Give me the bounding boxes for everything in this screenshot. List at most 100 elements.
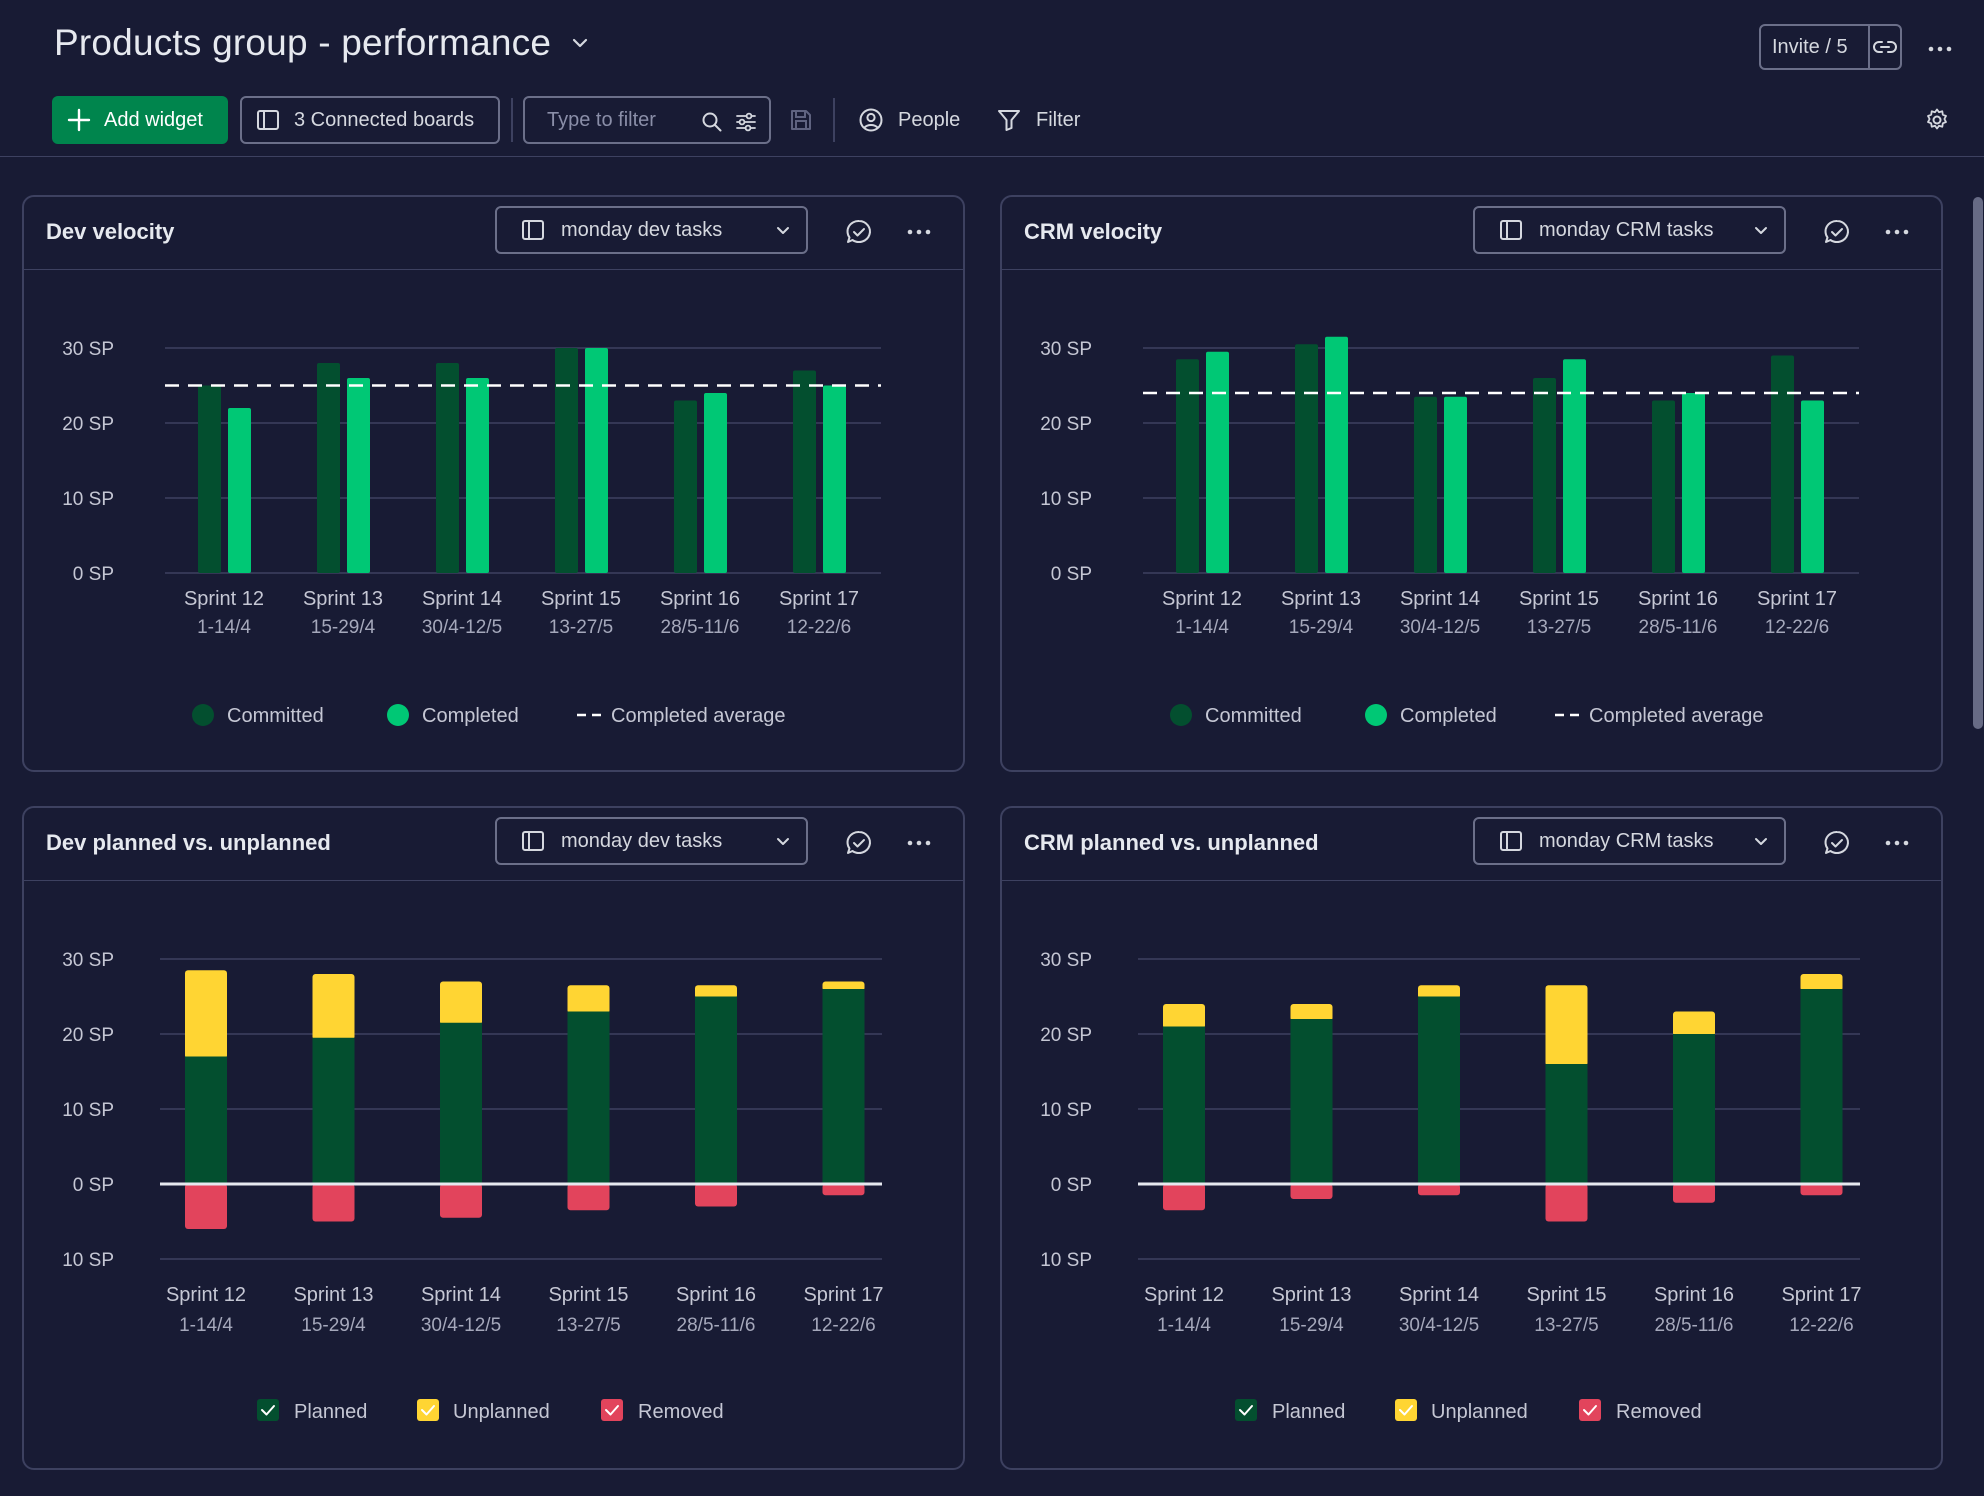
bar-completed <box>228 408 251 573</box>
filter-input[interactable] <box>545 107 699 133</box>
board-selector[interactable]: monday dev tasks <box>495 817 808 865</box>
x-tick-date: 28/5-11/6 <box>661 617 740 638</box>
board-selector[interactable]: monday CRM tasks <box>1473 206 1786 254</box>
x-tick-label: Sprint 15 <box>541 588 621 610</box>
bar-planned <box>1800 989 1843 1184</box>
x-tick-date: 12-22/6 <box>1765 617 1829 638</box>
widget-title: CRM velocity <box>1024 219 1163 244</box>
check-icon <box>1239 1405 1253 1416</box>
filter-settings-icon[interactable] <box>734 110 758 134</box>
chat-icon[interactable] <box>844 828 874 858</box>
filter-box[interactable] <box>523 96 771 144</box>
legend-checkbox-planned <box>1235 1399 1257 1421</box>
bar-completed <box>823 385 846 573</box>
more-options-icon[interactable] <box>904 217 934 247</box>
filter-label: Filter <box>1036 108 1081 131</box>
people-filter-button[interactable]: People <box>858 96 960 144</box>
toolbar: Add widget 3 Connected boards People Fil… <box>52 96 1952 144</box>
y-tick-label: 10 SP <box>62 489 114 510</box>
chat-icon[interactable] <box>1822 828 1852 858</box>
board-selector[interactable]: monday dev tasks <box>495 206 808 254</box>
bar-completed <box>1563 359 1586 573</box>
bar-planned <box>695 996 737 1184</box>
bar-planned <box>822 989 865 1184</box>
more-options-icon[interactable] <box>904 828 934 858</box>
search-icon[interactable] <box>701 111 723 133</box>
x-tick-label: Sprint 13 <box>1271 1284 1351 1306</box>
crm-velocity-chart: 0 SP 10 SP 20 SP 30 SP Sprint 12 1-14/4 Sprint… <box>1040 336 1859 727</box>
title-area[interactable]: Products group - performance <box>54 22 591 64</box>
check-icon <box>421 1405 435 1416</box>
funnel-icon <box>998 110 1020 131</box>
dev-velocity-chart: 0 SP 10 SP 20 SP 30 SP Sprint 12 1-14/4 Sprint… <box>62 339 881 727</box>
legend-checkbox-planned <box>257 1399 279 1421</box>
bar-committed <box>674 400 697 573</box>
bar-unplanned <box>1673 1011 1715 1036</box>
bar-planned <box>1418 996 1460 1184</box>
board-icon <box>1500 220 1522 240</box>
y-tick-label: 20 SP <box>1040 414 1092 435</box>
chat-icon[interactable] <box>844 217 874 247</box>
bar-unplanned <box>822 981 865 991</box>
bar-committed <box>1414 396 1437 573</box>
x-tick-label: Sprint 13 <box>293 1284 373 1306</box>
x-tick-label: Sprint 16 <box>660 588 740 610</box>
bar-committed <box>1176 359 1199 573</box>
legend-swatch-committed <box>1170 704 1192 726</box>
save-view-button[interactable] <box>788 96 814 144</box>
vertical-scrollbar[interactable] <box>1973 197 1983 729</box>
widget-header: CRM velocity monday CRM tasks <box>1002 197 1941 270</box>
filter-button[interactable]: Filter <box>996 96 1080 144</box>
bar-removed <box>1290 1184 1333 1199</box>
bar-planned <box>1673 1034 1715 1184</box>
legend-label: Completed <box>422 705 519 727</box>
dev-planned-chart: 10 SP 0 SP 10 SP 20 SP 30 SP Sprint 12 1-14/4 S… <box>62 950 883 1423</box>
x-tick-label: Sprint 14 <box>422 588 502 610</box>
x-tick-date: 1-14/4 <box>1175 617 1229 638</box>
dashboard-settings-button[interactable] <box>1924 96 1950 144</box>
bar-removed <box>695 1184 737 1207</box>
more-options-icon[interactable] <box>1882 217 1912 247</box>
check-icon <box>605 1405 619 1416</box>
bar-unplanned <box>695 985 737 999</box>
check-icon <box>261 1405 275 1416</box>
y-tick-label: 10 SP <box>62 1100 114 1121</box>
y-tick-label: 30 SP <box>62 339 114 360</box>
x-tick-label: Sprint 13 <box>1281 588 1361 610</box>
x-tick-date: 12-22/6 <box>811 1315 875 1336</box>
bar-unplanned <box>1418 985 1460 999</box>
chat-icon[interactable] <box>1822 217 1852 247</box>
page-title[interactable]: Products group - performance <box>54 22 552 63</box>
x-tick-label: Sprint 15 <box>548 1284 628 1306</box>
people-label: People <box>898 108 961 131</box>
bar-committed <box>1652 400 1675 573</box>
bar-unplanned <box>1163 1004 1205 1029</box>
chevron-down-icon <box>777 838 789 845</box>
copy-link-icon[interactable] <box>1870 34 1900 60</box>
chevron-down-icon[interactable] <box>569 32 591 54</box>
more-options-icon[interactable] <box>1925 34 1955 64</box>
board-selector[interactable]: monday CRM tasks <box>1473 817 1786 865</box>
bar-unplanned <box>1800 974 1843 991</box>
bar-removed <box>440 1184 482 1218</box>
x-tick-date: 13-27/5 <box>549 617 613 638</box>
bar-completed <box>1206 351 1229 573</box>
legend-label: Planned <box>1272 1401 1345 1423</box>
x-tick-label: Sprint 15 <box>1526 1284 1606 1306</box>
y-tick-label: 10 SP <box>62 1250 114 1271</box>
bar-unplanned <box>312 974 355 1040</box>
connected-boards-label: 3 Connected boards <box>294 108 475 131</box>
legend-label: Completed average <box>611 705 786 727</box>
x-tick-date: 15-29/4 <box>1289 617 1354 638</box>
bar-removed <box>1545 1184 1588 1222</box>
bar-committed <box>436 363 459 573</box>
connected-boards-button[interactable]: 3 Connected boards <box>240 96 500 144</box>
x-tick-date: 1-14/4 <box>197 617 251 638</box>
invite-button[interactable]: Invite / 5 <box>1759 24 1902 70</box>
x-tick-date: 15-29/4 <box>311 617 376 638</box>
add-widget-button[interactable]: Add widget <box>52 96 228 144</box>
legend-swatch-committed <box>192 704 214 726</box>
more-options-icon[interactable] <box>1882 828 1912 858</box>
board-icon <box>522 831 544 851</box>
y-tick-label: 0 SP <box>1051 564 1092 585</box>
